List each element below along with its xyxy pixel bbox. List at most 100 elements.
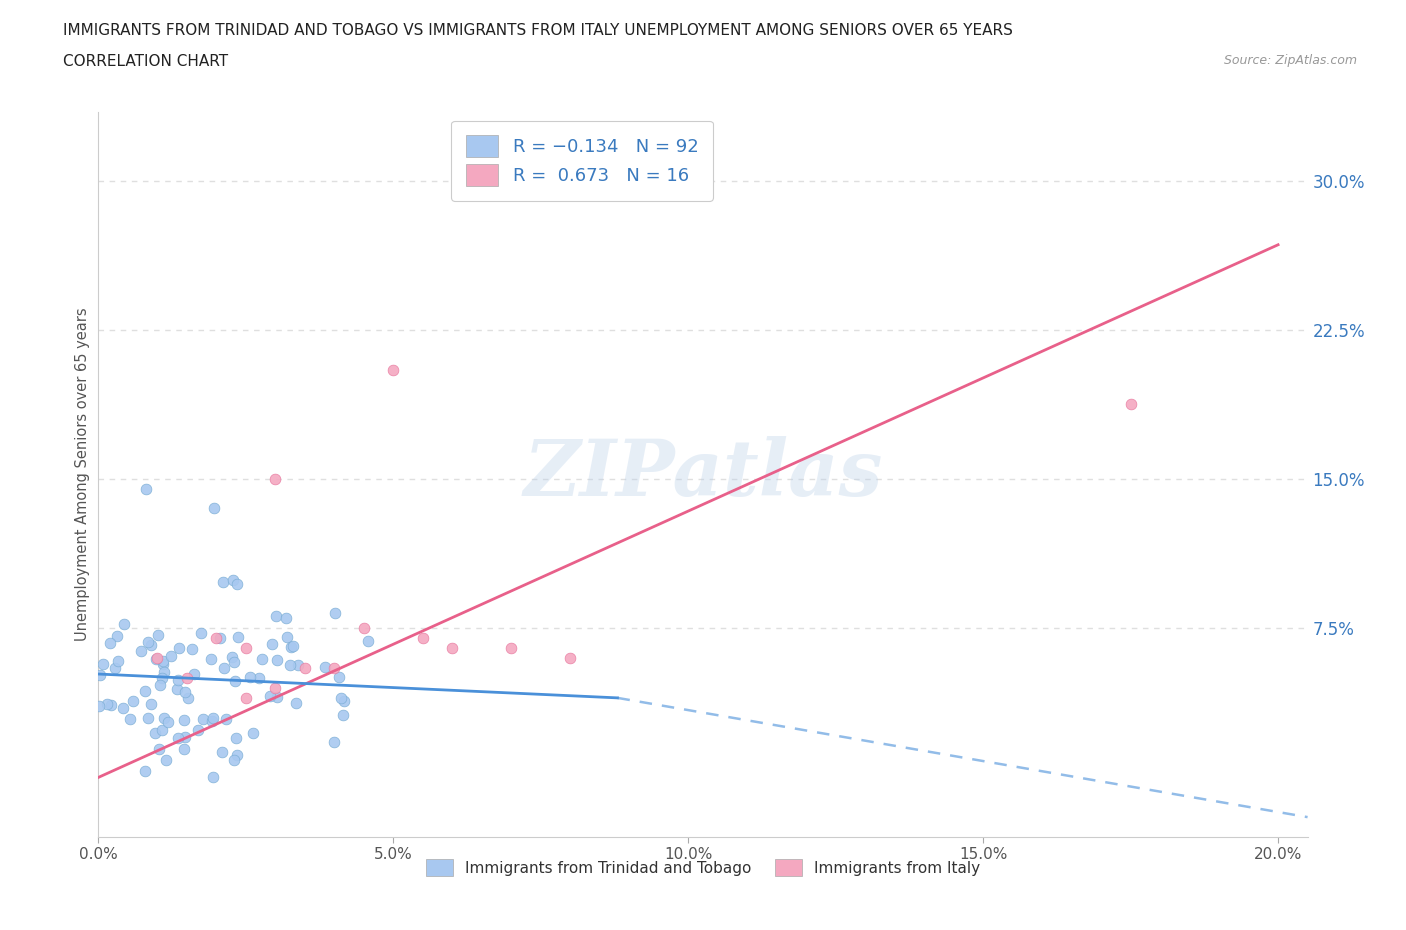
Point	[135, 482, 157, 497]
Point	[239, 669, 262, 684]
Point	[193, 711, 215, 726]
Point	[284, 696, 307, 711]
Text: ZIPatlas: ZIPatlas	[523, 436, 883, 512]
Point	[152, 665, 174, 680]
Point	[201, 770, 224, 785]
Point	[200, 651, 222, 666]
Text: IMMIGRANTS FROM TRINIDAD AND TOBAGO VS IMMIGRANTS FROM ITALY UNEMPLOYMENT AMONG : IMMIGRANTS FROM TRINIDAD AND TOBAGO VS I…	[63, 23, 1014, 38]
Point	[91, 657, 114, 671]
Point	[264, 681, 287, 696]
Point	[235, 641, 257, 656]
Text: Source: ZipAtlas.com: Source: ZipAtlas.com	[1223, 54, 1357, 67]
Point	[221, 650, 243, 665]
Point	[412, 631, 434, 645]
Point	[222, 572, 245, 587]
Y-axis label: Unemployment Among Seniors over 65 years: Unemployment Among Seniors over 65 years	[75, 308, 90, 641]
Point	[201, 713, 224, 728]
Point	[173, 713, 195, 728]
Point	[264, 472, 287, 486]
Point	[159, 648, 181, 663]
Point	[150, 723, 173, 737]
Point	[112, 701, 135, 716]
Point	[183, 667, 205, 682]
Point	[157, 714, 180, 729]
Point	[105, 629, 128, 644]
Point	[222, 752, 245, 767]
Point	[107, 654, 129, 669]
Point	[87, 698, 110, 713]
Point	[501, 641, 523, 656]
Point	[212, 660, 235, 675]
Point	[242, 726, 264, 741]
Point	[323, 735, 346, 750]
Point	[145, 652, 167, 667]
Point	[98, 636, 121, 651]
Point	[274, 610, 297, 625]
Point	[96, 697, 118, 711]
Point	[167, 730, 190, 745]
Point	[173, 742, 195, 757]
Point	[283, 639, 305, 654]
Point	[153, 711, 176, 725]
Point	[278, 658, 301, 672]
Point	[166, 682, 188, 697]
Point	[187, 723, 209, 737]
Point	[332, 708, 354, 723]
Point	[323, 660, 346, 675]
Point	[148, 741, 170, 756]
Point	[225, 747, 247, 762]
Point	[250, 652, 273, 667]
Point	[266, 652, 288, 667]
Point	[235, 690, 257, 705]
Point	[181, 642, 204, 657]
Point	[143, 725, 166, 740]
Point	[146, 628, 169, 643]
Point	[262, 636, 284, 651]
Point	[167, 672, 190, 687]
Point	[441, 641, 464, 656]
Point	[287, 658, 309, 672]
Point	[205, 631, 228, 645]
Point	[276, 630, 298, 644]
Point	[149, 677, 172, 692]
Point	[136, 711, 159, 725]
Point	[259, 689, 281, 704]
Point	[146, 651, 169, 666]
Point	[247, 671, 270, 686]
Point	[134, 683, 156, 698]
Point	[174, 685, 197, 700]
Point	[325, 605, 347, 620]
Point	[357, 633, 380, 648]
Point	[215, 711, 238, 726]
Point	[104, 660, 127, 675]
Point	[314, 659, 336, 674]
Point	[280, 639, 302, 654]
Point	[225, 731, 247, 746]
Point	[167, 641, 190, 656]
Point	[176, 671, 198, 685]
Point	[224, 674, 246, 689]
Point	[226, 630, 249, 644]
Point	[225, 577, 247, 591]
Point	[211, 745, 233, 760]
Point	[328, 669, 350, 684]
Point	[100, 698, 122, 712]
Point	[141, 638, 163, 653]
Point	[353, 621, 375, 636]
Point	[141, 697, 163, 711]
Point	[202, 711, 225, 725]
Point	[177, 690, 200, 705]
Point	[136, 634, 159, 649]
Point	[1119, 396, 1142, 411]
Point	[560, 651, 582, 666]
Point	[129, 644, 152, 658]
Legend: Immigrants from Trinidad and Tobago, Immigrants from Italy: Immigrants from Trinidad and Tobago, Imm…	[418, 852, 988, 883]
Point	[208, 631, 231, 645]
Point	[155, 752, 177, 767]
Point	[122, 694, 145, 709]
Point	[266, 690, 288, 705]
Point	[150, 671, 173, 685]
Point	[222, 654, 245, 669]
Point	[212, 575, 235, 590]
Point	[190, 625, 212, 640]
